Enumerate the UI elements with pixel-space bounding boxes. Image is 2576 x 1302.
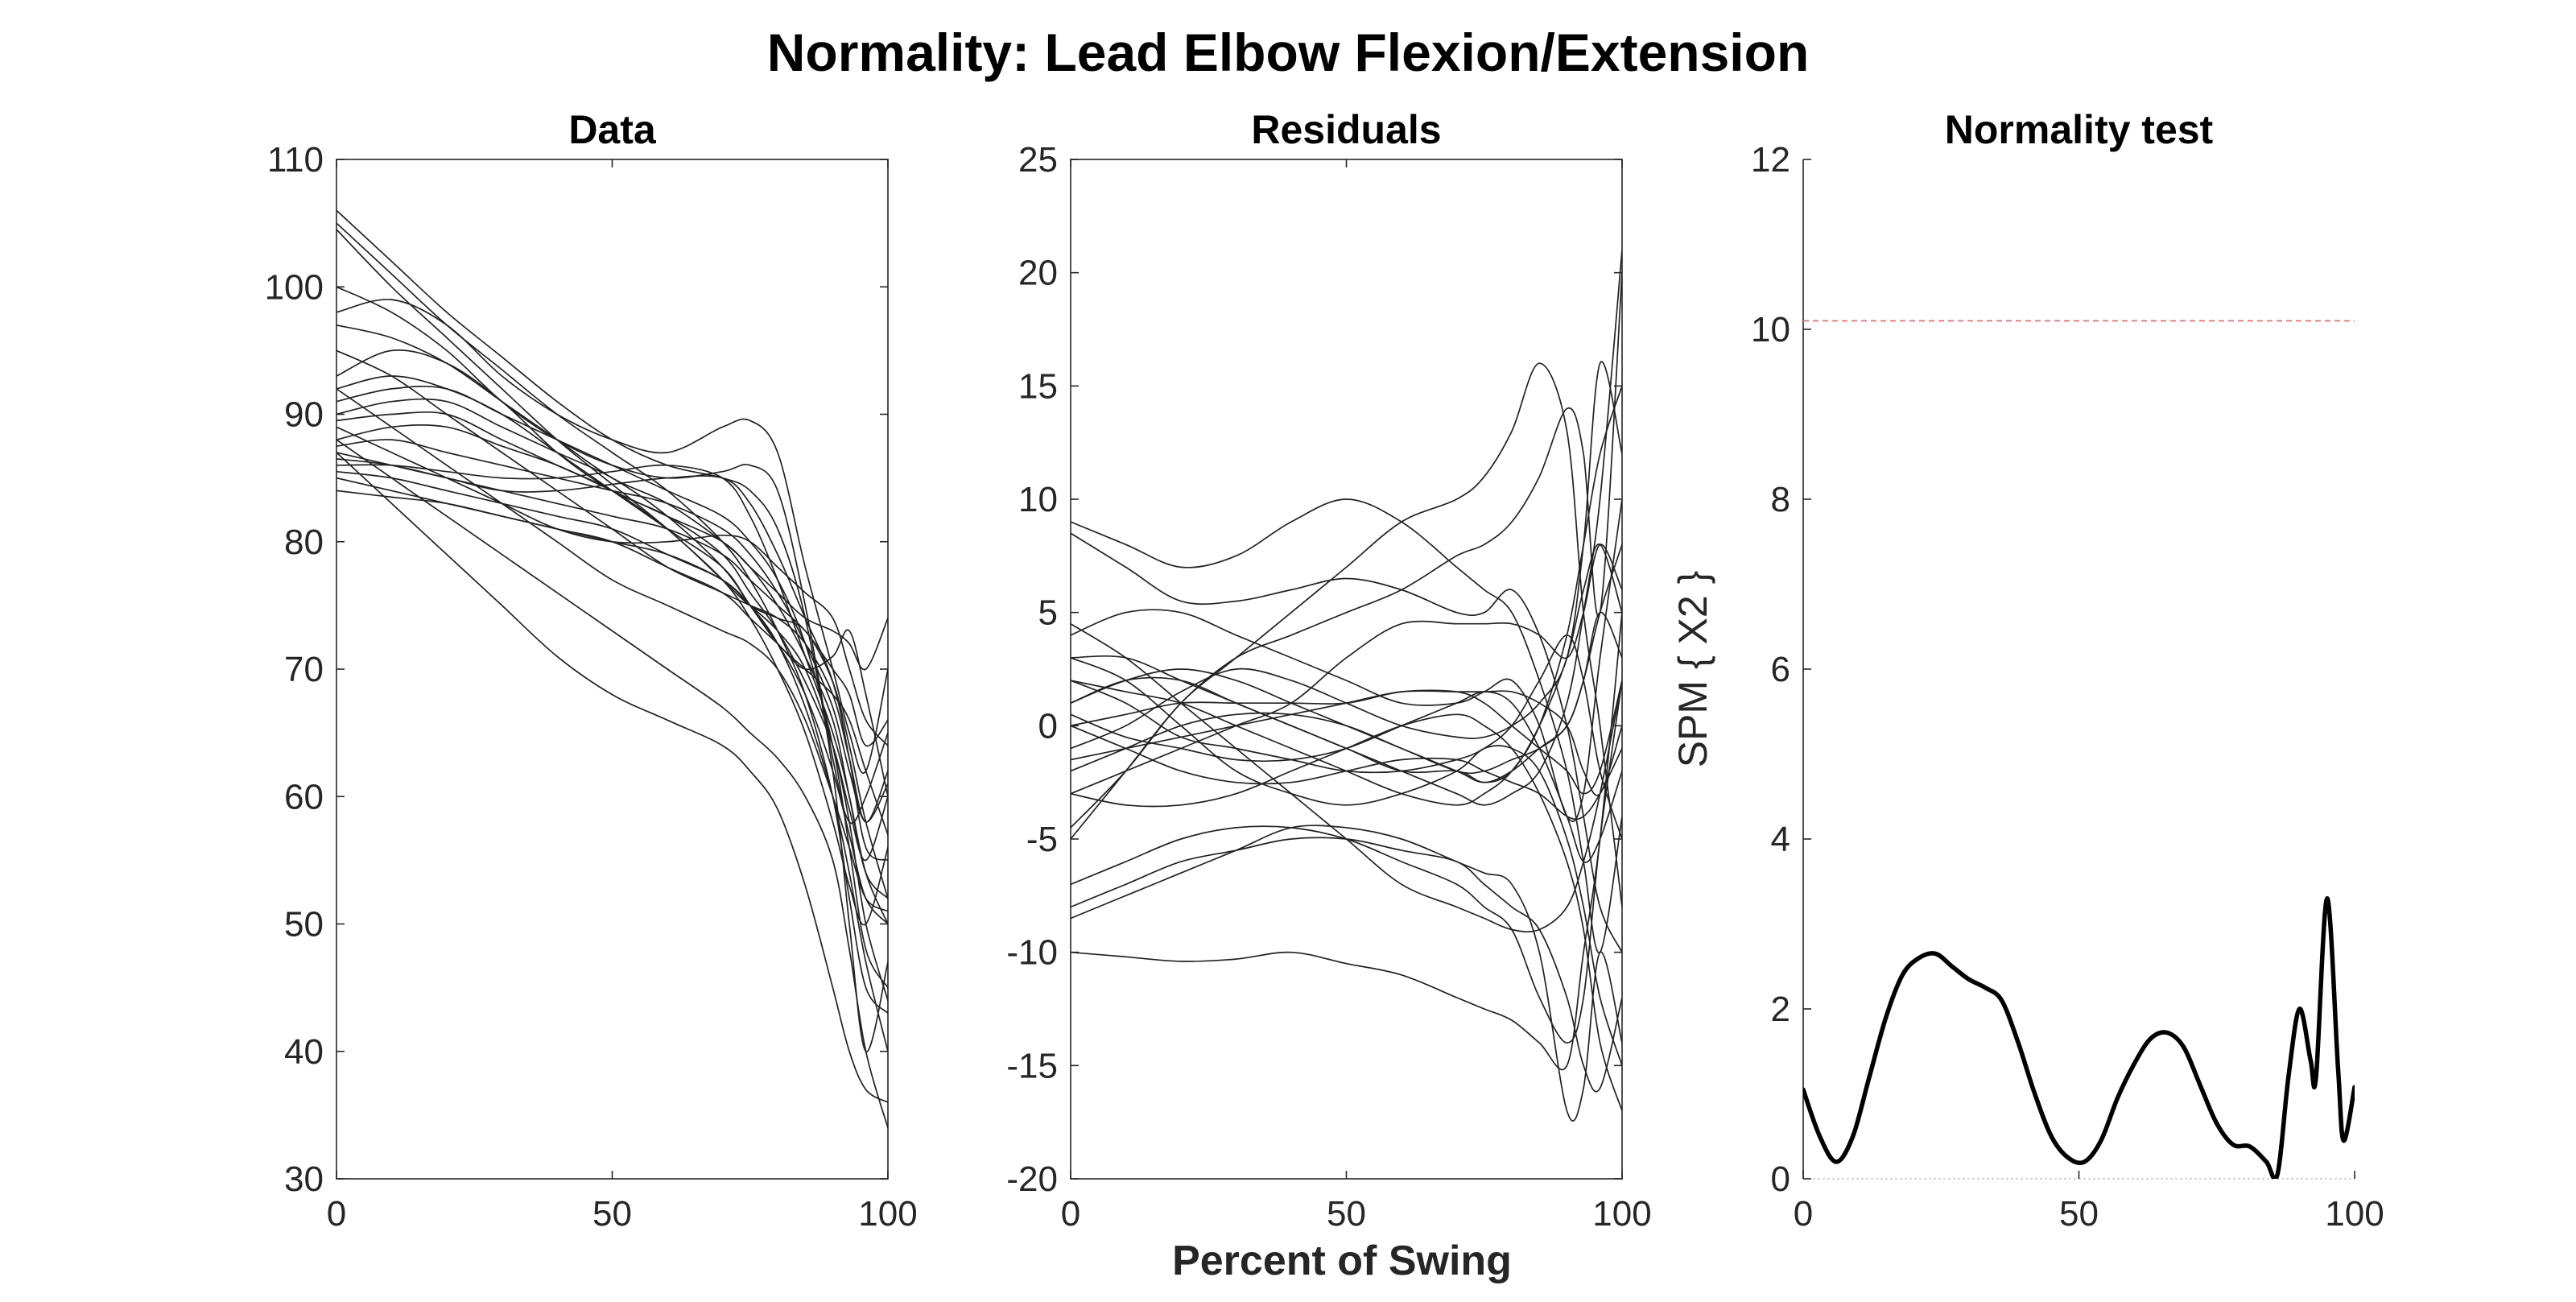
- residuals-ytick-label: 15: [1018, 366, 1058, 406]
- residuals-series-line-21: [1071, 622, 1622, 933]
- residuals-ytick-label: -5: [1026, 820, 1058, 859]
- normality-ytick-label: 4: [1771, 820, 1790, 859]
- data-series-line-24: [336, 426, 888, 746]
- normality-panel-title: Normality test: [1945, 107, 2214, 152]
- data-series-line-16: [336, 464, 888, 925]
- data-xtick-label: 100: [858, 1194, 917, 1234]
- data-ytick-label: 60: [284, 777, 324, 816]
- figure-xlabel: Percent of Swing: [1172, 1238, 1512, 1284]
- data-ytick-label: 30: [284, 1159, 324, 1199]
- residuals-series-line-23: [1071, 634, 1622, 840]
- residuals-ytick-label: 25: [1018, 140, 1058, 180]
- data-series-line-10: [336, 398, 888, 836]
- residuals-ytick-label: 0: [1038, 706, 1058, 746]
- residuals-xtick-label: 0: [1061, 1194, 1080, 1234]
- normality-ytick-label: 12: [1751, 140, 1790, 180]
- residuals-series-line-9: [1071, 837, 1622, 1093]
- residuals-xtick-label: 100: [1592, 1194, 1651, 1234]
- residuals-series-line-22: [1071, 361, 1622, 750]
- residuals-panel-title: Residuals: [1251, 107, 1441, 152]
- data-series-line-21: [336, 439, 888, 1129]
- normality-xtick-label: 50: [2059, 1194, 2099, 1234]
- normality-xtick-label: 0: [1794, 1194, 1813, 1234]
- residuals-series-line-1: [1071, 498, 1622, 954]
- data-ytick-label: 80: [284, 523, 324, 562]
- residuals-series-line-14: [1071, 680, 1622, 795]
- residuals-series-line-2: [1071, 532, 1622, 953]
- panel-data: Data 30 40 50 60 70 80 90 100 110 0 50 100: [265, 107, 918, 1234]
- normality-ytick-label: 10: [1751, 310, 1790, 349]
- data-series-line-6: [336, 324, 888, 899]
- normality-xtick-label: 100: [2325, 1194, 2384, 1234]
- data-series-line-23: [336, 349, 888, 823]
- normality-ytick-label: 8: [1771, 480, 1790, 519]
- residuals-series-line-3: [1071, 498, 1622, 822]
- normality-ytick-label: 6: [1771, 650, 1790, 689]
- data-series-line-22: [336, 388, 888, 912]
- data-ytick-label: 90: [284, 395, 324, 435]
- residuals-series-line-19: [1071, 611, 1622, 775]
- panel-residuals: Residuals -20 -15 -10 -5 0 5 10 15 20 25 0 50 100: [1006, 107, 1651, 1234]
- residuals-series-line-20: [1071, 725, 1622, 820]
- residuals-ytick-label: 10: [1018, 480, 1058, 519]
- normality-ytick-label: 0: [1771, 1159, 1790, 1199]
- panel-normality-test: Normality test 0 2 4 6 8 10 12 0 50 100 SPM { X2 }: [1670, 107, 2384, 1234]
- data-ytick-label: 100: [265, 267, 324, 307]
- residuals-ytick-label: -15: [1006, 1046, 1058, 1085]
- data-series-line-1: [336, 209, 888, 1052]
- residuals-series-line-24: [1071, 544, 1622, 795]
- residuals-series-line-18: [1071, 713, 1622, 1112]
- data-xtick-label: 50: [592, 1194, 632, 1234]
- residuals-series-line-5: [1071, 271, 1622, 829]
- normality-ytick-label: 2: [1771, 990, 1790, 1029]
- figure-title: Normality: Lead Elbow Flexion/Extension: [767, 23, 1810, 82]
- residuals-series-line-6: [1071, 611, 1622, 1071]
- residuals-ytick-label: 5: [1038, 593, 1058, 633]
- data-panel-title: Data: [568, 107, 657, 152]
- data-ytick-label: 70: [284, 650, 324, 689]
- residuals-series-line-7: [1071, 825, 1622, 1122]
- residuals-series-line-12: [1071, 691, 1622, 863]
- residuals-ytick-label: -20: [1006, 1159, 1058, 1199]
- data-ytick-label: 40: [284, 1032, 324, 1072]
- data-ytick-label: 110: [267, 140, 324, 180]
- data-series-line-13: [336, 439, 888, 823]
- data-ytick-label: 50: [284, 905, 324, 944]
- normality-series-line-1: [1803, 896, 2355, 1179]
- data-series-line-9: [336, 385, 888, 989]
- data-xtick-label: 0: [327, 1194, 346, 1234]
- data-series-line-5: [336, 298, 888, 774]
- normality-ylabel: SPM { X2 }: [1670, 571, 1715, 768]
- residuals-ytick-label: 20: [1018, 254, 1058, 293]
- data-series-line-20: [336, 452, 888, 1103]
- residuals-xtick-label: 50: [1327, 1194, 1366, 1234]
- residuals-series-line-10: [1071, 249, 1622, 806]
- residuals-ytick-label: -10: [1006, 933, 1058, 973]
- residuals-series-line-8: [1071, 680, 1622, 1044]
